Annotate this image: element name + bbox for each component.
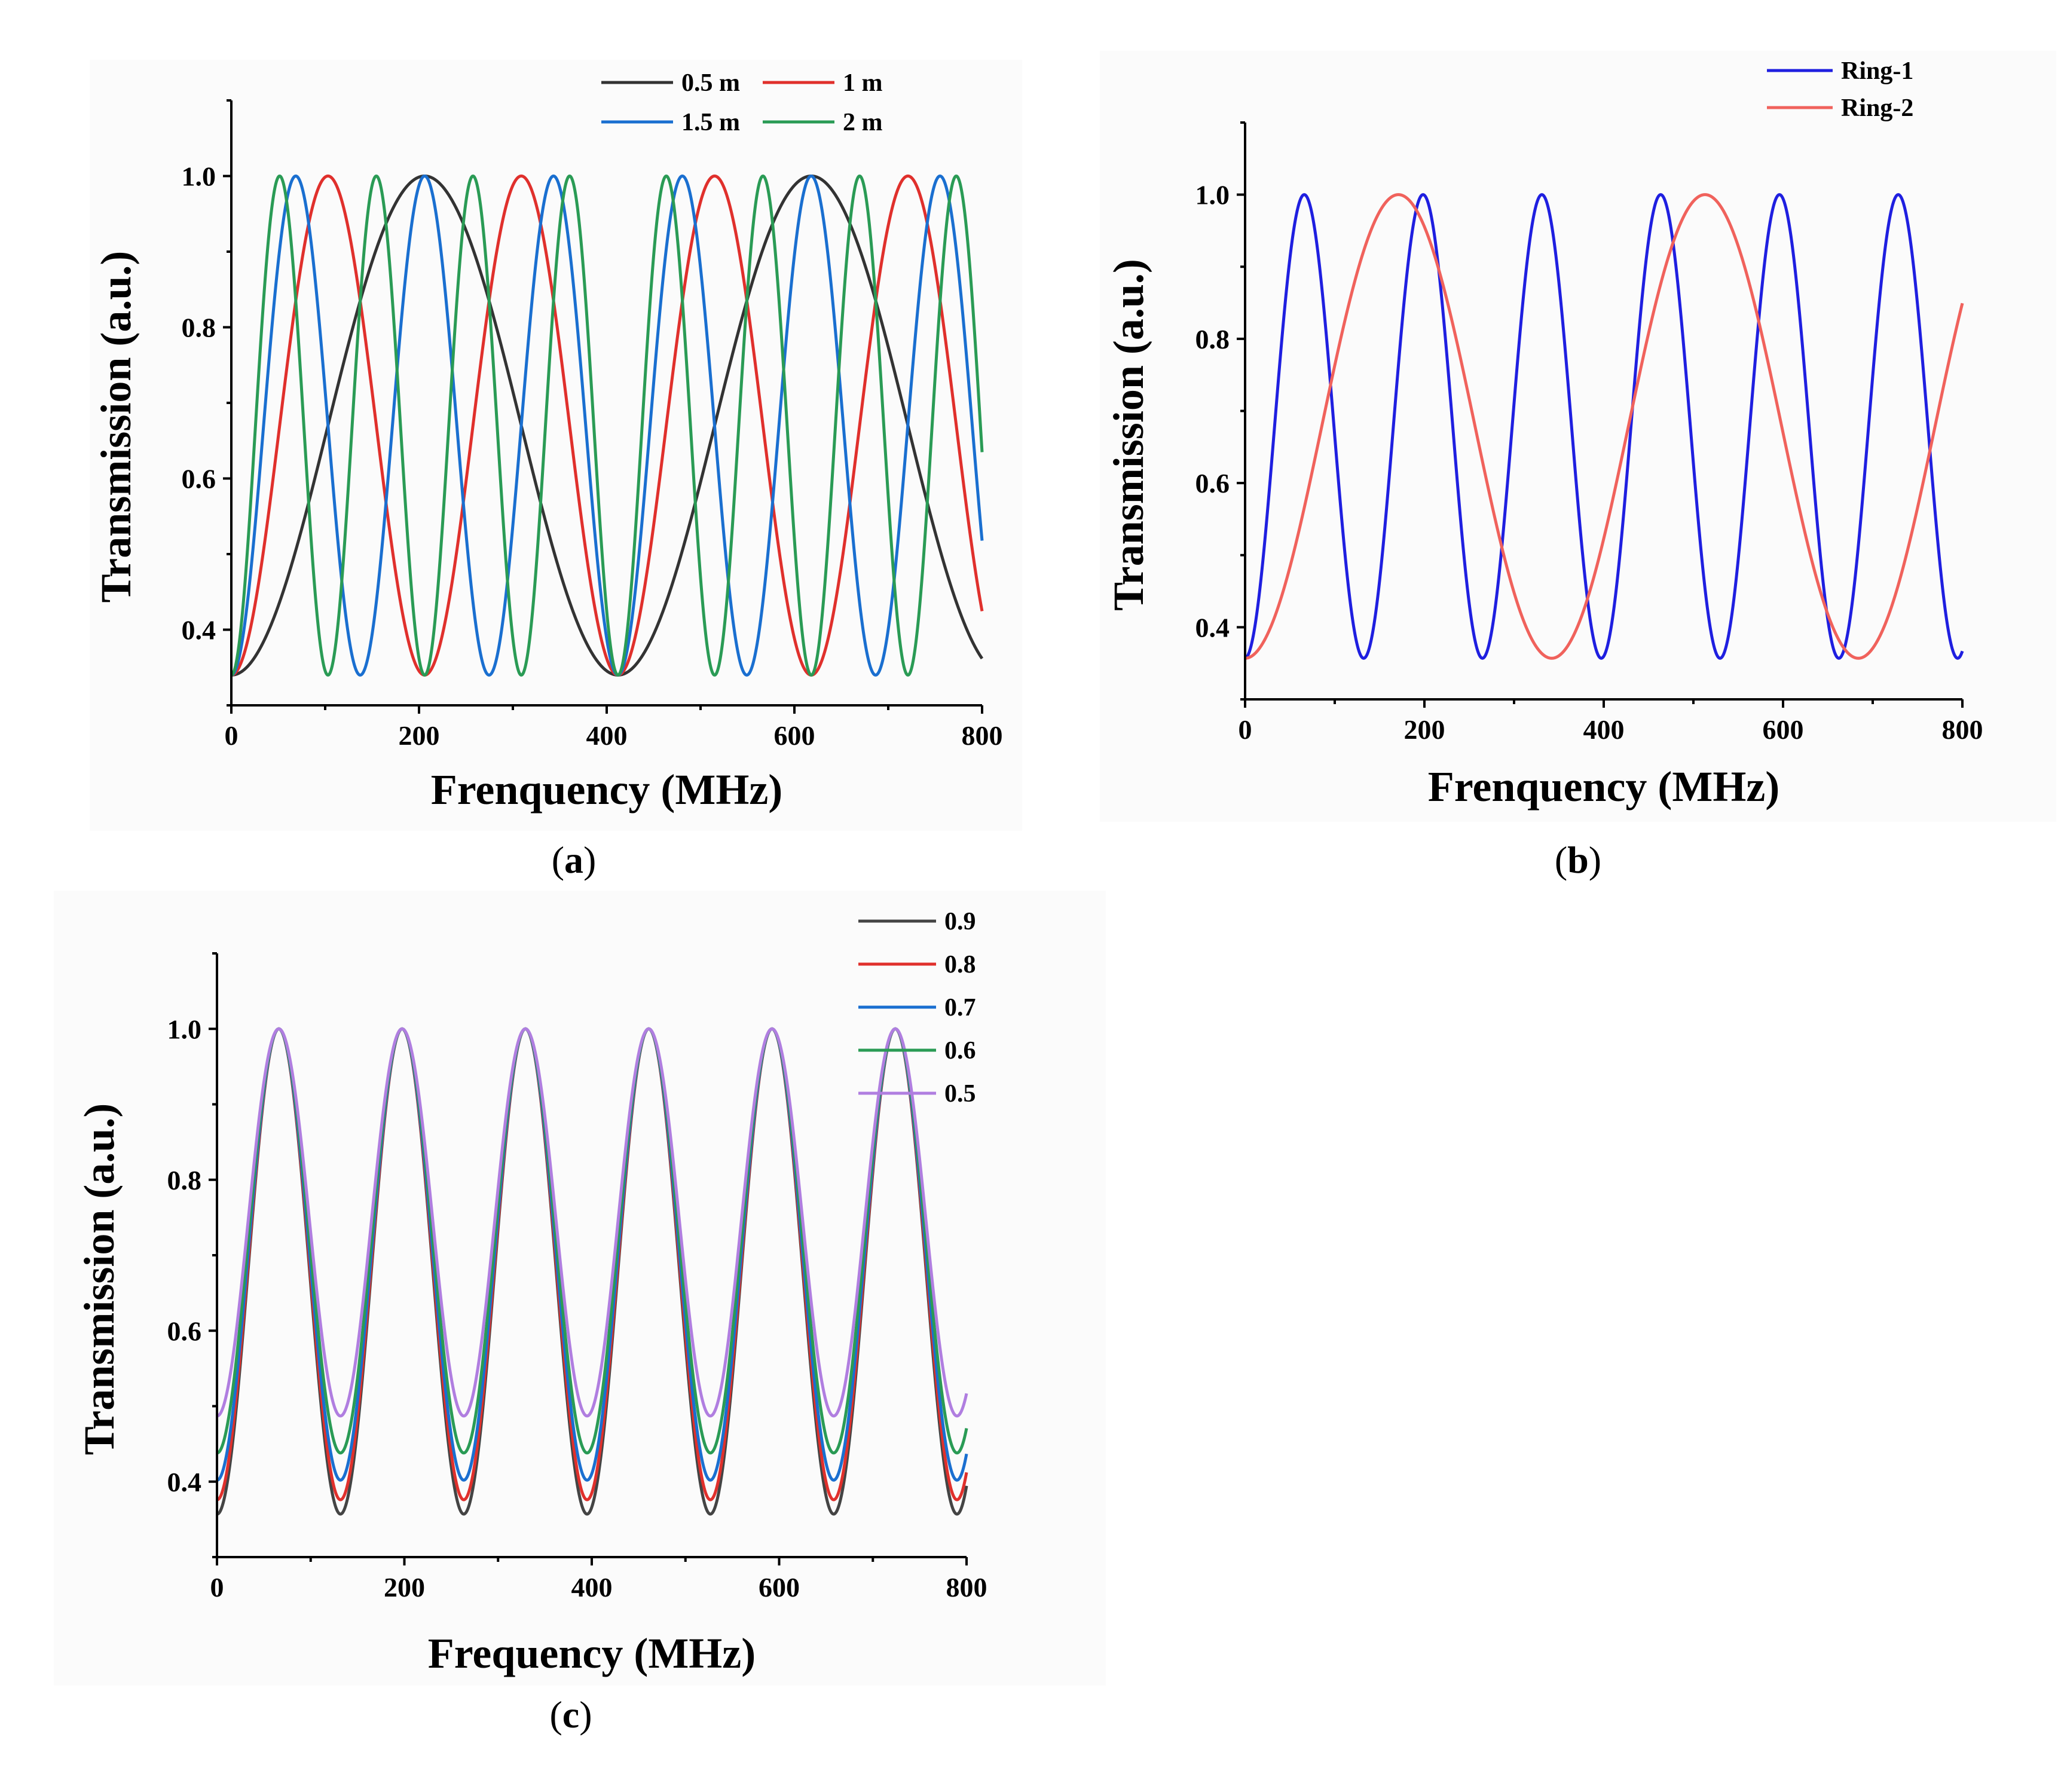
- y-axis-title-b: Transmission (a.u.): [1105, 259, 1152, 611]
- chart-a-plot: 0 200 400 600 800 0.4 0.6 0.8 1.0 Frenquency (MHz…: [92, 69, 1003, 814]
- x-tick-label-b-0: 0: [1239, 714, 1252, 745]
- x-tick-label-a-1: 200: [399, 720, 440, 751]
- chart-c-plot: 0 200 400 600 800 0.4 0.6 0.8 1.0 Frequency (MHz)…: [75, 908, 987, 1677]
- y-tick-label-a-1: 0.6: [182, 464, 216, 494]
- legend-label-a-2: 1.5 m: [681, 109, 740, 136]
- series-line-c-0: [216, 1027, 968, 1516]
- y-tick-label-c-0: 0.4: [167, 1467, 202, 1497]
- panel-b-background: [1100, 51, 2056, 822]
- x-tick-label-c-0: 0: [210, 1572, 224, 1603]
- series-line-a-1: [230, 175, 984, 677]
- x-tick-label-c-4: 800: [946, 1572, 987, 1603]
- y-tick-label-a-0: 0.4: [182, 615, 216, 646]
- x-axis-title-c: Frequency (MHz): [428, 1629, 756, 1677]
- y-tick-label-b-3: 1.0: [1195, 180, 1230, 210]
- y-tick-label-a-3: 1.0: [182, 161, 216, 192]
- legend-label-a-0: 0.5 m: [681, 69, 740, 97]
- panel-b-label: (b): [1555, 839, 1601, 881]
- legend-label-b-0: Ring-1: [1841, 57, 1913, 85]
- y-axis-title-c: Transmission (a.u.): [75, 1103, 123, 1455]
- y-tick-label-a-2: 0.8: [182, 313, 216, 343]
- series-line-c-1: [216, 1027, 968, 1502]
- series-line-b-1: [1244, 193, 1964, 660]
- x-tick-label-b-4: 800: [1942, 714, 1983, 745]
- x-tick-label-c-2: 400: [571, 1572, 613, 1603]
- x-tick-label-c-3: 600: [759, 1572, 800, 1603]
- y-tick-label-b-0: 0.4: [1195, 612, 1230, 643]
- y-axis-title-a: Transmission (a.u.): [92, 251, 140, 603]
- series-line-a-3: [230, 175, 984, 677]
- series-line-c-3: [216, 1027, 968, 1455]
- x-tick-label-a-0: 0: [225, 720, 238, 751]
- series-line-a-0: [230, 175, 984, 677]
- legend-label-c-2: 0.7: [944, 994, 976, 1022]
- x-axis-title-b: Frenquency (MHz): [1428, 763, 1780, 811]
- legend-c: 0.9 0.8 0.7 0.6 0.5: [858, 908, 976, 1108]
- y-tick-label-b-2: 0.8: [1195, 324, 1230, 354]
- x-tick-label-b-2: 400: [1583, 714, 1625, 745]
- legend-label-a-3: 2 m: [843, 109, 883, 136]
- x-tick-label-a-3: 600: [774, 720, 815, 751]
- series-line-c-2: [216, 1027, 968, 1482]
- series-line-b-0: [1244, 193, 1964, 660]
- panel-b: 0 200 400 600 800 0.4 0.6 0.8 1.0 Frenquency (MHz…: [1100, 51, 2056, 881]
- legend-label-c-3: 0.6: [944, 1037, 976, 1065]
- legend-label-a-1: 1 m: [843, 69, 883, 97]
- legend-b: Ring-1 Ring-2: [1767, 57, 1913, 122]
- legend-label-b-1: Ring-2: [1841, 94, 1913, 122]
- panel-a: 0 200 400 600 800 0.4 0.6 0.8 1.0 Frenquency (MHz…: [90, 60, 1022, 881]
- x-tick-label-c-1: 200: [384, 1572, 425, 1603]
- x-tick-label-b-1: 200: [1404, 714, 1445, 745]
- legend-label-c-4: 0.5: [944, 1080, 976, 1108]
- legend-a: 0.5 m 1 m 1.5 m 2 m: [601, 69, 883, 136]
- y-tick-label-c-1: 0.6: [167, 1316, 202, 1346]
- panel-a-label: (a): [552, 839, 597, 881]
- panel-c-label: (c): [549, 1693, 592, 1736]
- panel-a-background: [90, 60, 1022, 831]
- x-tick-label-a-2: 400: [586, 720, 628, 751]
- chart-b-plot: 0 200 400 600 800 0.4 0.6 0.8 1.0 Frenquency (MHz…: [1105, 57, 1983, 811]
- legend-label-c-0: 0.9: [944, 908, 976, 935]
- x-tick-label-b-3: 600: [1763, 714, 1804, 745]
- x-axis-title-a: Frenquency (MHz): [431, 766, 783, 814]
- panel-c: 0 200 400 600 800 0.4 0.6 0.8 1.0 Frequency (MHz)…: [54, 891, 1106, 1736]
- y-tick-label-b-1: 0.6: [1195, 468, 1230, 499]
- series-line-a-2: [230, 175, 984, 677]
- y-tick-label-c-3: 1.0: [167, 1014, 202, 1044]
- y-tick-label-c-2: 0.8: [167, 1165, 202, 1195]
- series-line-c-4: [216, 1027, 968, 1418]
- legend-label-c-1: 0.8: [944, 951, 976, 978]
- x-tick-label-a-4: 800: [962, 720, 1003, 751]
